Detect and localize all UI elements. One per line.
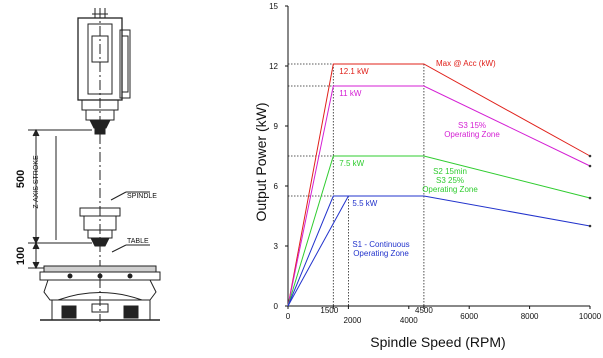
x-tick-label-4000: 4000 xyxy=(400,316,418,325)
x-tick-label-8000: 8000 xyxy=(521,312,539,321)
zone-label-1-line-0: S3 15% xyxy=(458,121,486,130)
extra-line-0 xyxy=(287,195,349,307)
dimension-lines xyxy=(28,128,92,270)
table-base xyxy=(39,265,161,321)
zone-label-2-line-2: Operating Zone xyxy=(422,185,478,194)
y-tick-label-3: 3 xyxy=(274,242,279,251)
drawing-labels: 500 Z-AXIS STROKE 100 SPINDLE TABLE xyxy=(15,155,157,265)
x-tick-label-0: 0 xyxy=(286,312,291,321)
x-tick-label-6000: 6000 xyxy=(460,312,478,321)
series-labels: 12.1 kW 11 kW 7.5 kW 5.5 kW Max @ Acc (kW) S3… xyxy=(339,59,500,258)
zone-label-0-line-0: Max @ Acc (kW) xyxy=(436,59,496,68)
axes xyxy=(287,6,590,307)
reference-lines xyxy=(288,63,425,306)
label-z-axis-stroke: Z-AXIS STROKE xyxy=(33,155,40,209)
series-end-point-2 xyxy=(588,196,592,200)
y-axis-label: Output Power (kW) xyxy=(253,102,269,221)
x-tick-label-2000: 2000 xyxy=(344,316,362,325)
value-label-3: 5.5 kW xyxy=(352,199,377,208)
y-tick-label-0: 0 xyxy=(274,302,279,311)
machine-drawing xyxy=(28,8,161,322)
spindle-head xyxy=(77,8,131,135)
x-tick-label-10000: 10000 xyxy=(579,312,602,321)
label-spindle: SPINDLE xyxy=(127,193,157,200)
zone-label-3-line-0: S1 - Continuous xyxy=(352,240,409,249)
value-label-1: 11 kW xyxy=(339,89,362,98)
zone-label-3-line-1: Operating Zone xyxy=(353,249,409,258)
series-line-0 xyxy=(287,63,591,307)
y-tick-label-6: 6 xyxy=(274,182,279,191)
series-lines xyxy=(287,63,592,307)
series-line-1 xyxy=(287,85,591,307)
x-tick-label-1500: 1500 xyxy=(320,306,338,315)
zone-label-1-line-1: Operating Zone xyxy=(444,130,500,139)
x-axis-label: Spindle Speed (RPM) xyxy=(370,334,505,350)
spindle xyxy=(79,191,150,247)
zone-label-2-line-1: S3 25% xyxy=(436,176,464,185)
series-end-point-0 xyxy=(588,154,592,158)
label-dim-500: 500 xyxy=(15,170,27,188)
series-end-point-3 xyxy=(588,224,592,228)
value-label-0: 12.1 kW xyxy=(339,67,369,76)
series-end-point-1 xyxy=(588,164,592,168)
y-tick-label-15: 15 xyxy=(269,2,278,11)
label-table: TABLE xyxy=(127,238,149,245)
label-dim-100: 100 xyxy=(15,247,27,265)
value-label-2: 7.5 kW xyxy=(339,159,364,168)
y-tick-label-9: 9 xyxy=(274,122,279,131)
zone-label-2-line-0: S2 15min xyxy=(433,167,467,176)
series-line-2 xyxy=(287,155,591,307)
y-tick-label-12: 12 xyxy=(269,62,278,71)
x-tick-label-4500: 4500 xyxy=(415,306,433,315)
